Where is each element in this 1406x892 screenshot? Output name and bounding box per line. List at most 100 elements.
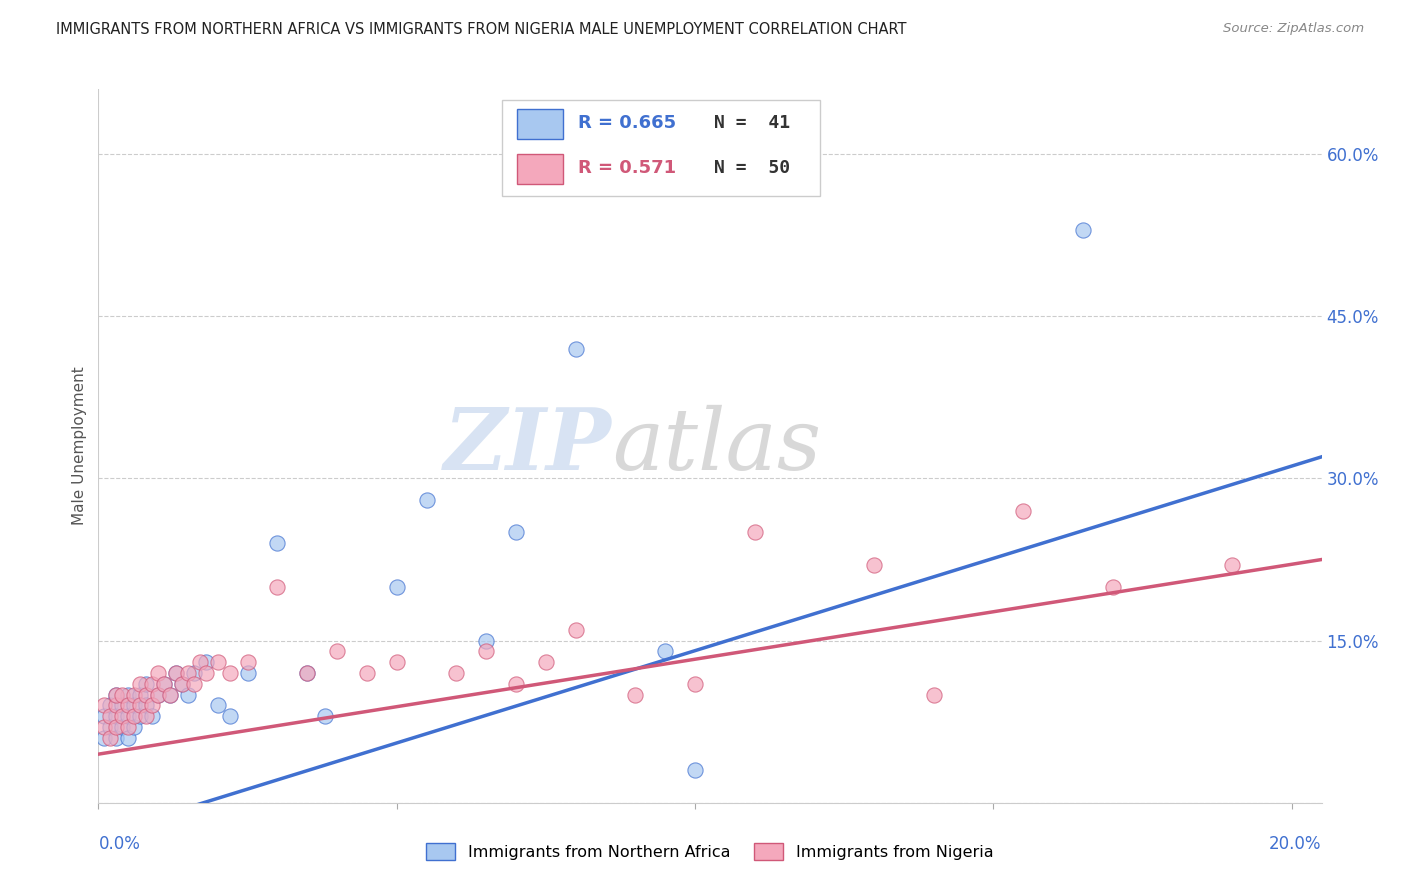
Point [122, 698, 145, 713]
Point [218, 709, 240, 723]
Point [297, 666, 319, 681]
Point [1071, 223, 1094, 237]
Point [194, 666, 217, 681]
Point [146, 666, 169, 681]
Text: N =  41: N = 41 [714, 114, 790, 132]
Point [356, 666, 378, 681]
Point [93, 720, 115, 734]
Point [326, 644, 349, 658]
Point [654, 644, 676, 658]
Point [159, 688, 181, 702]
Point [505, 677, 527, 691]
Point [117, 698, 139, 713]
Point [922, 688, 945, 702]
Point [111, 698, 134, 713]
Point [236, 655, 259, 669]
Point [153, 677, 176, 691]
Point [1101, 580, 1123, 594]
Point [105, 709, 128, 723]
Point [170, 677, 193, 691]
Point [683, 677, 706, 691]
Point [135, 709, 157, 723]
Point [314, 709, 336, 723]
Point [266, 580, 288, 594]
Point [117, 731, 139, 745]
Text: 0.0%: 0.0% [98, 835, 141, 853]
Point [170, 677, 193, 691]
Point [565, 623, 588, 637]
Point [129, 709, 152, 723]
Point [105, 720, 128, 734]
Point [135, 677, 157, 691]
Point [135, 698, 157, 713]
Point [93, 709, 115, 723]
Point [207, 698, 229, 713]
Point [98, 698, 121, 713]
Point [297, 666, 319, 681]
Text: R = 0.665: R = 0.665 [578, 114, 676, 132]
Point [1012, 504, 1035, 518]
Point [505, 525, 527, 540]
Point [93, 698, 115, 713]
Point [105, 698, 128, 713]
Point [141, 709, 163, 723]
Point [1220, 558, 1243, 572]
Point [194, 655, 217, 669]
Text: R = 0.571: R = 0.571 [578, 160, 676, 178]
Point [266, 536, 288, 550]
Point [177, 688, 200, 702]
Point [177, 666, 200, 681]
Point [446, 666, 468, 681]
Point [105, 688, 128, 702]
Point [146, 688, 169, 702]
Point [385, 580, 408, 594]
Point [744, 525, 766, 540]
Point [117, 709, 139, 723]
Point [141, 698, 163, 713]
Point [129, 698, 152, 713]
Text: atlas: atlas [612, 405, 821, 487]
Point [117, 720, 139, 734]
Point [624, 688, 647, 702]
Point [565, 342, 588, 356]
Point [141, 677, 163, 691]
Bar [517, 154, 564, 184]
Point [475, 633, 498, 648]
Point [105, 731, 128, 745]
Point [117, 688, 139, 702]
FancyBboxPatch shape [502, 100, 820, 196]
Point [236, 666, 259, 681]
Point [122, 688, 145, 702]
Text: N =  50: N = 50 [714, 160, 790, 178]
Point [475, 644, 498, 658]
Point [105, 688, 128, 702]
Point [153, 677, 176, 691]
Text: 20.0%: 20.0% [1270, 835, 1322, 853]
Point [188, 655, 211, 669]
Point [218, 666, 240, 681]
Point [98, 731, 121, 745]
Point [135, 688, 157, 702]
Point [129, 677, 152, 691]
Point [534, 655, 557, 669]
Point [122, 720, 145, 734]
Point [165, 666, 187, 681]
Point [122, 709, 145, 723]
Point [683, 764, 706, 778]
Point [129, 688, 152, 702]
Legend: Immigrants from Northern Africa, Immigrants from Nigeria: Immigrants from Northern Africa, Immigra… [420, 837, 1000, 866]
Point [111, 720, 134, 734]
Point [863, 558, 886, 572]
Point [385, 655, 408, 669]
Text: IMMIGRANTS FROM NORTHERN AFRICA VS IMMIGRANTS FROM NIGERIA MALE UNEMPLOYMENT COR: IMMIGRANTS FROM NORTHERN AFRICA VS IMMIG… [56, 22, 907, 37]
Point [165, 666, 187, 681]
Text: ZIP: ZIP [444, 404, 612, 488]
Point [111, 709, 134, 723]
Point [93, 731, 115, 745]
Point [183, 666, 205, 681]
Point [111, 688, 134, 702]
Point [146, 688, 169, 702]
Point [98, 720, 121, 734]
Point [159, 688, 181, 702]
Point [415, 493, 437, 508]
